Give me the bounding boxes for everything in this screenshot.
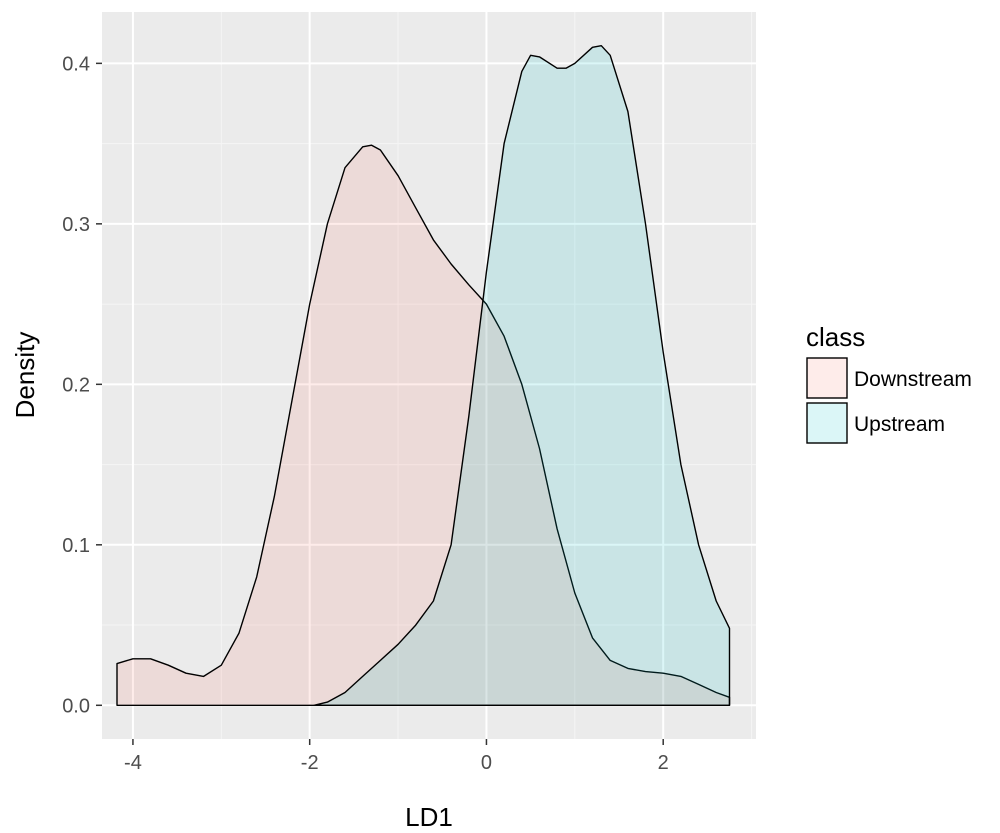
y-tick-label: 0.1 bbox=[62, 535, 90, 557]
density-area-upstream bbox=[313, 45, 731, 706]
legend-label-upstream: Upstream bbox=[854, 413, 945, 436]
x-axis-ticks: -4 -2 0 2 bbox=[124, 739, 669, 774]
y-axis-ticks: 0.0 0.1 0.2 0.3 0.4 bbox=[62, 53, 102, 717]
legend-key-bg bbox=[806, 402, 848, 444]
legend-key-bg bbox=[806, 357, 848, 399]
y-tick-label: 0.3 bbox=[62, 214, 90, 236]
x-tick-label: -2 bbox=[301, 752, 319, 774]
x-tick-label: 0 bbox=[481, 752, 492, 774]
legend-title: class bbox=[806, 322, 865, 352]
density-area-downstream bbox=[116, 144, 731, 706]
y-tick-label: 0.2 bbox=[62, 374, 90, 396]
y-tick-label: 0.0 bbox=[62, 695, 90, 717]
panel-background bbox=[102, 12, 756, 739]
x-tick-label: 2 bbox=[658, 752, 669, 774]
legend-key-upstream bbox=[806, 402, 848, 444]
legend: class Downstream Upstream bbox=[806, 322, 972, 444]
minor-gridlines bbox=[102, 12, 756, 739]
density-areas bbox=[116, 45, 731, 706]
legend-label-downstream: Downstream bbox=[854, 368, 972, 391]
x-axis-title: LD1 bbox=[405, 802, 453, 832]
x-tick-label: -4 bbox=[124, 752, 142, 774]
y-tick-label: 0.4 bbox=[62, 53, 90, 75]
legend-items: Downstream Upstream bbox=[806, 357, 972, 444]
major-gridlines bbox=[102, 12, 756, 739]
y-axis-title: Density bbox=[10, 332, 40, 419]
legend-key-downstream bbox=[806, 357, 848, 399]
